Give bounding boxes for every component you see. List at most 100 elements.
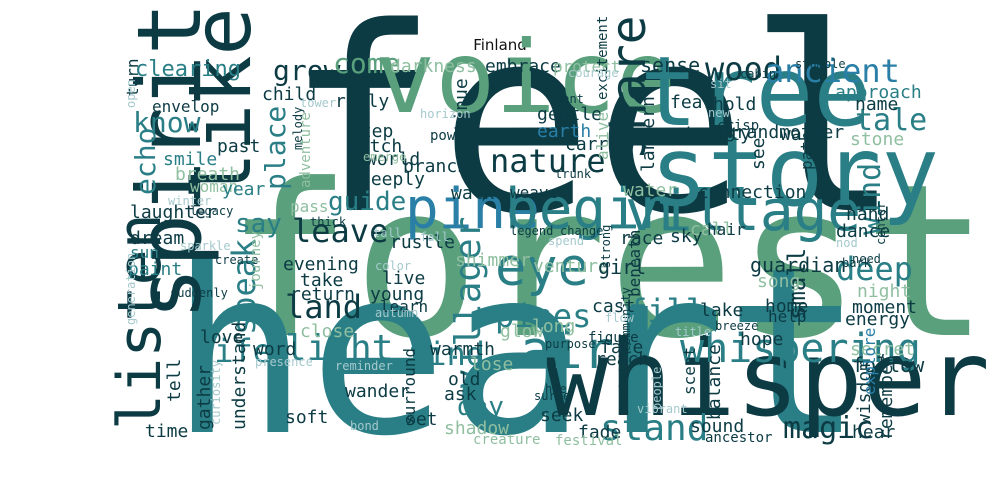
word-mind: mind xyxy=(617,368,631,397)
word-trunk: trunk xyxy=(555,167,592,181)
word-path: path xyxy=(797,131,816,170)
word-see: see xyxy=(748,137,769,170)
word-set: set xyxy=(405,409,438,430)
word-color: color xyxy=(375,259,411,273)
word-earth: earth xyxy=(537,121,591,142)
word-hold: hold xyxy=(713,94,756,115)
word-story: story xyxy=(650,116,939,228)
word-magic: magic xyxy=(783,411,873,446)
word-whisper: whisper xyxy=(545,317,990,440)
word-horizon: horizon xyxy=(420,107,471,121)
word-embrace: embrace xyxy=(485,56,561,77)
word-follow: follow xyxy=(852,353,925,377)
word-woman: woman xyxy=(190,177,238,196)
word-sit: sit xyxy=(710,77,732,91)
word-fade: fade xyxy=(578,422,621,443)
word-land: land xyxy=(285,288,362,326)
word-spirit: spirit xyxy=(118,2,221,320)
word-speak: speak xyxy=(225,239,263,335)
word-deeply: deeply xyxy=(360,169,425,190)
word-eye: eye xyxy=(495,238,589,298)
word-life: life xyxy=(195,332,272,370)
word-tale: tale xyxy=(855,103,927,138)
word-hue: hue xyxy=(545,382,567,396)
word-like: like xyxy=(176,7,269,200)
word-people: people xyxy=(650,367,664,410)
word-reminder: reminder xyxy=(335,359,393,373)
word-return: return xyxy=(290,284,355,305)
word-scent: scent xyxy=(680,347,699,395)
word-grow: grow xyxy=(273,54,341,87)
word-excitement: excitement xyxy=(595,16,611,100)
word-year: year xyxy=(222,179,266,200)
word-legend: legend xyxy=(510,224,553,238)
word-pine: pine xyxy=(405,177,540,242)
word-fear: fear xyxy=(670,92,714,113)
word-connection: connection xyxy=(698,182,806,203)
word-listen: listen xyxy=(105,213,175,430)
word-name: name xyxy=(855,94,898,115)
word-love: love xyxy=(200,327,243,348)
word-feel: feel xyxy=(285,0,902,271)
word-suddenly: suddenly xyxy=(170,286,228,300)
word-power: power xyxy=(430,128,472,144)
word-gather: gather xyxy=(194,365,215,430)
word-heart: heart xyxy=(170,219,864,487)
word-dance: dance xyxy=(836,221,890,242)
word-water: water xyxy=(623,180,677,201)
word-find: find xyxy=(408,335,485,373)
word-stand: stand xyxy=(600,408,708,449)
word-step: step xyxy=(350,121,393,142)
word-hope: hope xyxy=(740,329,783,350)
word-live: live xyxy=(382,268,425,289)
word-purpose: purpose xyxy=(545,337,596,351)
word-time: time xyxy=(145,421,188,442)
word-sense: sense xyxy=(640,53,700,77)
word-emerge: emerge xyxy=(363,150,406,164)
word-grandmother: grandmother xyxy=(725,122,844,143)
word-pines: pines xyxy=(495,297,591,335)
word-shimmer: shimmer xyxy=(455,250,531,271)
word-home: home xyxy=(765,296,808,317)
word-reply: reply xyxy=(335,91,389,112)
word-envelop: envelop xyxy=(152,97,219,116)
word-wisdom: wisdom xyxy=(854,360,875,425)
word-balance: balance xyxy=(704,344,725,420)
chart-title: Finland xyxy=(473,36,527,54)
word-creature: creature xyxy=(473,432,540,448)
word-face: face xyxy=(600,337,643,358)
word-paint: paint xyxy=(128,259,182,280)
word-lose: lose xyxy=(470,354,513,375)
word-generation: generation xyxy=(124,253,138,325)
word-rustle: rustle xyxy=(390,232,455,253)
word-explore: explore xyxy=(860,328,879,395)
word-hand: hand xyxy=(846,204,889,225)
word-understand: understand xyxy=(229,322,250,430)
word-long: long xyxy=(532,316,575,337)
word-title: title xyxy=(675,325,711,339)
word-fall: fall xyxy=(420,230,449,244)
word-place: place xyxy=(259,106,292,190)
word-alive: alive xyxy=(593,112,612,160)
word-guardian: guardian xyxy=(750,253,846,277)
word-guide: guide xyxy=(328,187,406,217)
word-laughter: laughter xyxy=(130,202,217,223)
word-help: help xyxy=(768,307,807,326)
word-small: small xyxy=(783,248,811,320)
word-tree: tree xyxy=(640,36,871,148)
word-figure: figure xyxy=(588,330,639,346)
word-warm: warm xyxy=(780,124,823,145)
word-nature: nature xyxy=(490,142,606,180)
word-tell: tell xyxy=(164,359,185,402)
word-courage: courage xyxy=(568,66,619,80)
word-watch: watch xyxy=(348,136,402,157)
word-surge: surge xyxy=(534,389,570,403)
word-approach: approach xyxy=(835,82,922,103)
word-branch: branch xyxy=(403,156,468,177)
word-flow: flow xyxy=(605,311,635,325)
word-adventure: adventure xyxy=(298,112,314,188)
word-center: center xyxy=(874,202,888,245)
word-tower: tower xyxy=(300,96,336,110)
word-call: call xyxy=(690,219,733,240)
word-soft: soft xyxy=(285,407,328,428)
